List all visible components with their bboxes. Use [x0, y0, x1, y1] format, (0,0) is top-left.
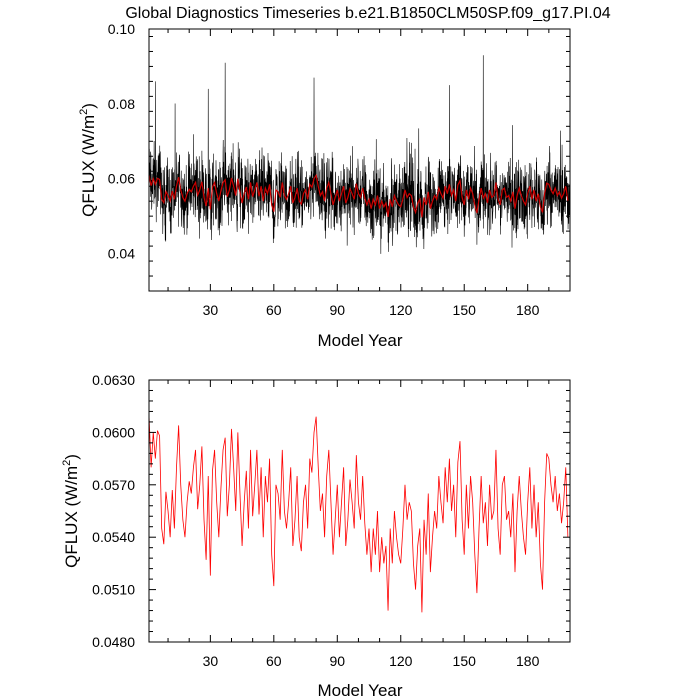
- top-axis-ticks: [149, 29, 571, 292]
- monthly-series-line: [148, 55, 571, 254]
- chart-title: Global Diagnostics Timeseries b.e21.B185…: [125, 5, 610, 22]
- bottom-x-tick-label: 60: [266, 653, 282, 669]
- top-y-label-text: QFLUX (W/m: [79, 115, 98, 217]
- top-plot-frame: [148, 28, 571, 292]
- bottom-annual-series-line: [148, 414, 569, 613]
- top-annual-series-line: [148, 173, 569, 218]
- bottom-plot-lines: [148, 414, 569, 613]
- bottom-y-label-close: ): [62, 454, 81, 460]
- top-tick-labels: 30 60 90 120 150 180 0.04 0.06 0.08 0.10: [108, 21, 540, 318]
- bottom-y-tick-label: 0.0570: [92, 477, 135, 493]
- top-y-label-sup: 2: [78, 109, 90, 115]
- bottom-x-tick-label: 120: [389, 653, 413, 669]
- bottom-x-tick-label: 30: [203, 653, 219, 669]
- bottom-x-axis-label: Model Year: [317, 681, 402, 700]
- bottom-y-tick-label: 0.0480: [92, 634, 135, 650]
- top-x-tick-label: 30: [203, 302, 219, 318]
- top-x-tick-label: 180: [516, 302, 540, 318]
- bottom-y-axis-label: QFLUX (W/m2): [61, 454, 81, 568]
- bottom-y-tick-label: 0.0510: [92, 582, 135, 598]
- bottom-y-tick-label: 0.0540: [92, 529, 135, 545]
- bottom-x-tick-label: 180: [516, 653, 540, 669]
- top-x-tick-label: 90: [329, 302, 345, 318]
- top-x-tick-label: 150: [453, 302, 477, 318]
- top-panel: 30 60 90 120 150 180 0.04 0.06 0.08 0.10 Model Ye…: [78, 21, 571, 350]
- top-x-tick-label: 60: [266, 302, 282, 318]
- bottom-x-tick-label: 90: [329, 653, 345, 669]
- bottom-y-label-sup: 2: [61, 460, 73, 466]
- top-y-tick-label: 0.10: [108, 21, 135, 37]
- bottom-panel: 30 60 90 120 150 180 0.0480 0.0510 0.0540 0.0570 0…: [61, 372, 571, 700]
- bottom-axis-ticks: [149, 379, 571, 643]
- bottom-y-tick-label: 0.0600: [92, 424, 135, 440]
- top-plot-lines: [148, 55, 571, 254]
- bottom-plot-frame: [148, 379, 571, 643]
- top-y-tick-label: 0.04: [108, 246, 135, 262]
- top-x-axis-label: Model Year: [317, 331, 402, 350]
- top-x-tick-label: 120: [389, 302, 413, 318]
- bottom-x-tick-label: 150: [453, 653, 477, 669]
- top-y-tick-label: 0.08: [108, 96, 135, 112]
- bottom-y-tick-label: 0.0630: [92, 372, 135, 388]
- top-y-label-close: ): [79, 103, 98, 109]
- bottom-tick-labels: 30 60 90 120 150 180 0.0480 0.0510 0.0540 0.0570 0…: [92, 372, 539, 669]
- top-y-tick-label: 0.06: [108, 171, 135, 187]
- top-y-axis-label: QFLUX (W/m2): [78, 103, 98, 217]
- bottom-y-label-text: QFLUX (W/m: [62, 466, 81, 568]
